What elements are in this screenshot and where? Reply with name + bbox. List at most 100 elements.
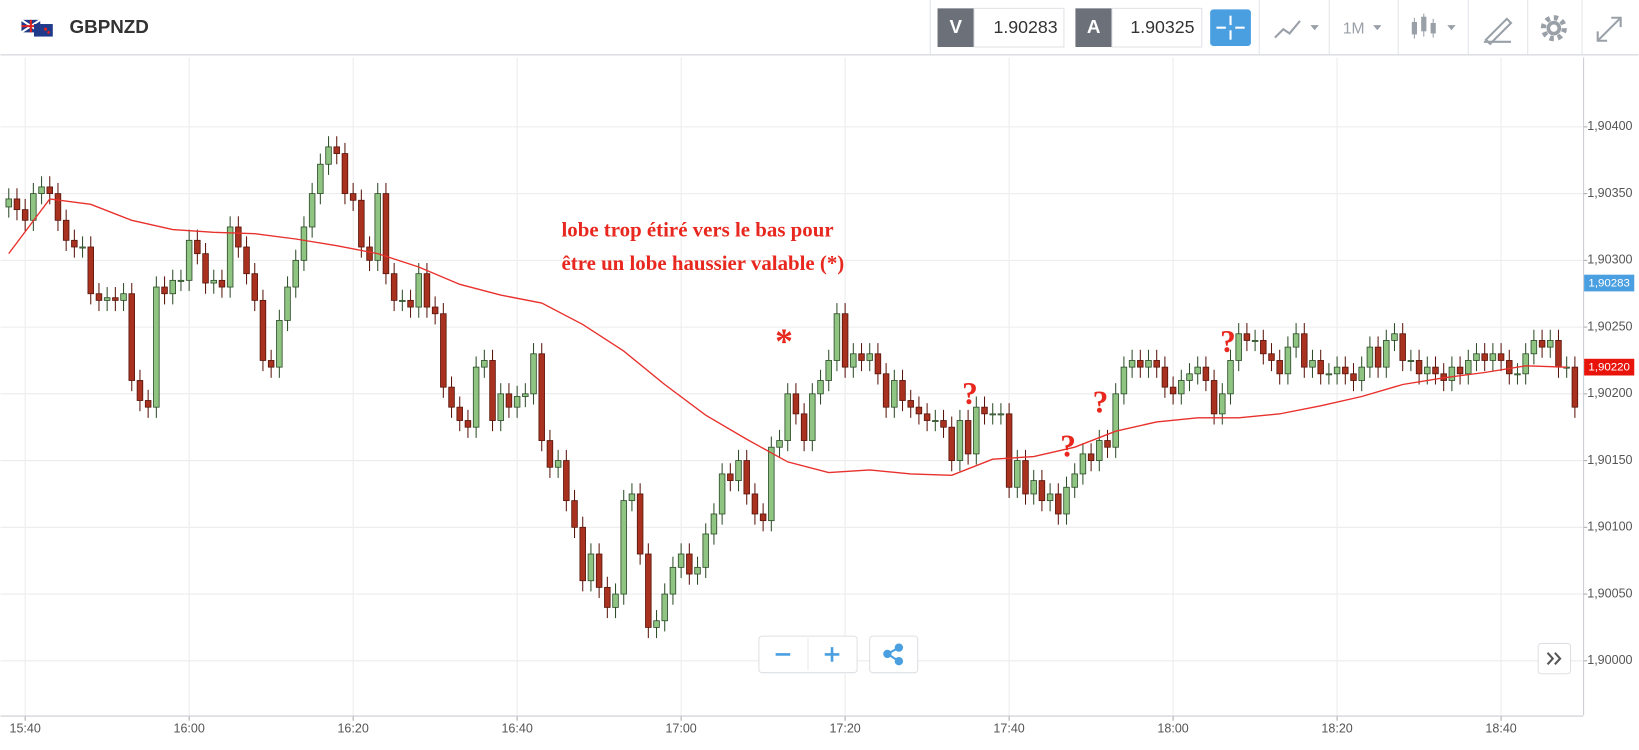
candle-body — [431, 306, 439, 315]
scroll-right-button[interactable] — [1537, 642, 1572, 675]
candle-body — [1145, 360, 1152, 368]
ask-box[interactable] — [1111, 7, 1203, 48]
candle-body — [604, 586, 611, 608]
x-tick-label: 17:00 — [665, 721, 696, 735]
share-box[interactable] — [869, 635, 919, 674]
candle-body — [727, 473, 734, 482]
y-tick-label: 1,90300 — [1587, 253, 1632, 267]
candle-body — [751, 493, 759, 515]
bid-box[interactable] — [973, 7, 1065, 48]
candle-body — [817, 380, 824, 395]
candle-body — [54, 193, 62, 221]
candle-body — [784, 393, 791, 441]
candle-body — [276, 319, 283, 368]
ask-button[interactable] — [1075, 8, 1112, 48]
candle-body — [1128, 360, 1136, 368]
candle-body — [768, 446, 775, 522]
candle-body — [743, 460, 750, 495]
candle-body — [1153, 360, 1160, 368]
share-icon[interactable] — [883, 643, 904, 666]
candle-body — [366, 246, 373, 261]
candle-body — [456, 406, 463, 421]
candle-body — [1407, 360, 1415, 362]
ask-price[interactable]: 1.90325 — [1130, 17, 1194, 37]
candle-body — [440, 313, 447, 388]
candle-body — [1186, 373, 1193, 381]
candle-body — [1104, 440, 1111, 448]
candle-body — [800, 413, 808, 441]
candle-body — [1022, 460, 1029, 495]
candle-body — [907, 400, 914, 408]
candle-body — [1284, 346, 1292, 375]
candle-body — [325, 146, 332, 165]
candle-body — [1292, 333, 1300, 348]
candle-body — [1432, 366, 1439, 375]
bid-label[interactable]: V — [950, 16, 963, 37]
candle-body — [776, 440, 783, 448]
crosshair-button[interactable] — [1210, 9, 1251, 46]
candle-body — [1506, 360, 1513, 375]
candle-body — [1046, 493, 1054, 502]
x-tick-label: 17:20 — [829, 721, 860, 735]
bid-button[interactable] — [937, 8, 975, 48]
candle-body — [300, 226, 308, 261]
candle-body — [866, 353, 873, 361]
settings-icon[interactable] — [1540, 15, 1567, 42]
bid-price[interactable]: 1.90283 — [993, 17, 1057, 37]
zoom-in-button[interactable] — [824, 647, 840, 662]
candle-body — [1243, 333, 1251, 341]
candle-body — [13, 198, 21, 211]
timeframe-caret[interactable] — [1373, 25, 1382, 31]
candle-body — [669, 566, 677, 595]
scroll-right-icon[interactable] — [1546, 652, 1562, 666]
candle-body — [702, 533, 709, 568]
candle-body — [1571, 366, 1579, 408]
plot-area — [0, 57, 1584, 716]
candle-body — [1219, 393, 1226, 415]
ask-label[interactable]: A — [1087, 16, 1101, 37]
draw-icon[interactable] — [1483, 17, 1513, 46]
candle-body — [1096, 440, 1103, 461]
candle-body — [1161, 366, 1169, 388]
candle-body — [358, 199, 365, 248]
y-tick-label: 1,90100 — [1587, 520, 1632, 534]
candle-body — [202, 253, 209, 284]
candle-body — [481, 360, 488, 368]
price-marker — [1584, 358, 1635, 376]
candle-body — [267, 360, 275, 368]
candle-body — [1137, 360, 1144, 368]
candles-icon[interactable] — [1411, 13, 1456, 39]
flag-icon — [20, 18, 53, 37]
candle-body — [735, 460, 742, 482]
candle-body — [407, 299, 414, 308]
candle-body — [612, 593, 619, 608]
fullscreen-icon[interactable] — [1596, 16, 1622, 42]
candle-body — [259, 299, 267, 361]
candle-body — [554, 460, 562, 468]
candle-body — [989, 413, 996, 416]
candle-body — [636, 493, 644, 555]
candle-body — [620, 500, 627, 595]
moving-average — [8, 198, 1567, 476]
chart-type-icon[interactable] — [1274, 20, 1319, 39]
candle-body — [1063, 486, 1070, 515]
candle-body — [874, 353, 882, 375]
candle-body — [997, 413, 1005, 416]
candle-body — [792, 393, 800, 415]
candle-body — [718, 473, 726, 515]
candle-body — [538, 353, 545, 441]
candle-body — [415, 273, 422, 308]
candle-body — [1481, 353, 1488, 361]
annotation: ? — [962, 376, 978, 411]
y-tick-label: 1,90400 — [1587, 119, 1632, 133]
annotation: ? — [1220, 324, 1236, 359]
timeframe[interactable]: 1M — [1343, 20, 1365, 37]
y-tick-label: 1,90200 — [1587, 386, 1632, 400]
candle-body — [284, 286, 291, 321]
candle-body — [653, 620, 660, 628]
candle-body — [694, 566, 701, 575]
candle-body — [1178, 380, 1185, 395]
candle-body — [1120, 366, 1128, 395]
candle-body — [103, 297, 111, 301]
